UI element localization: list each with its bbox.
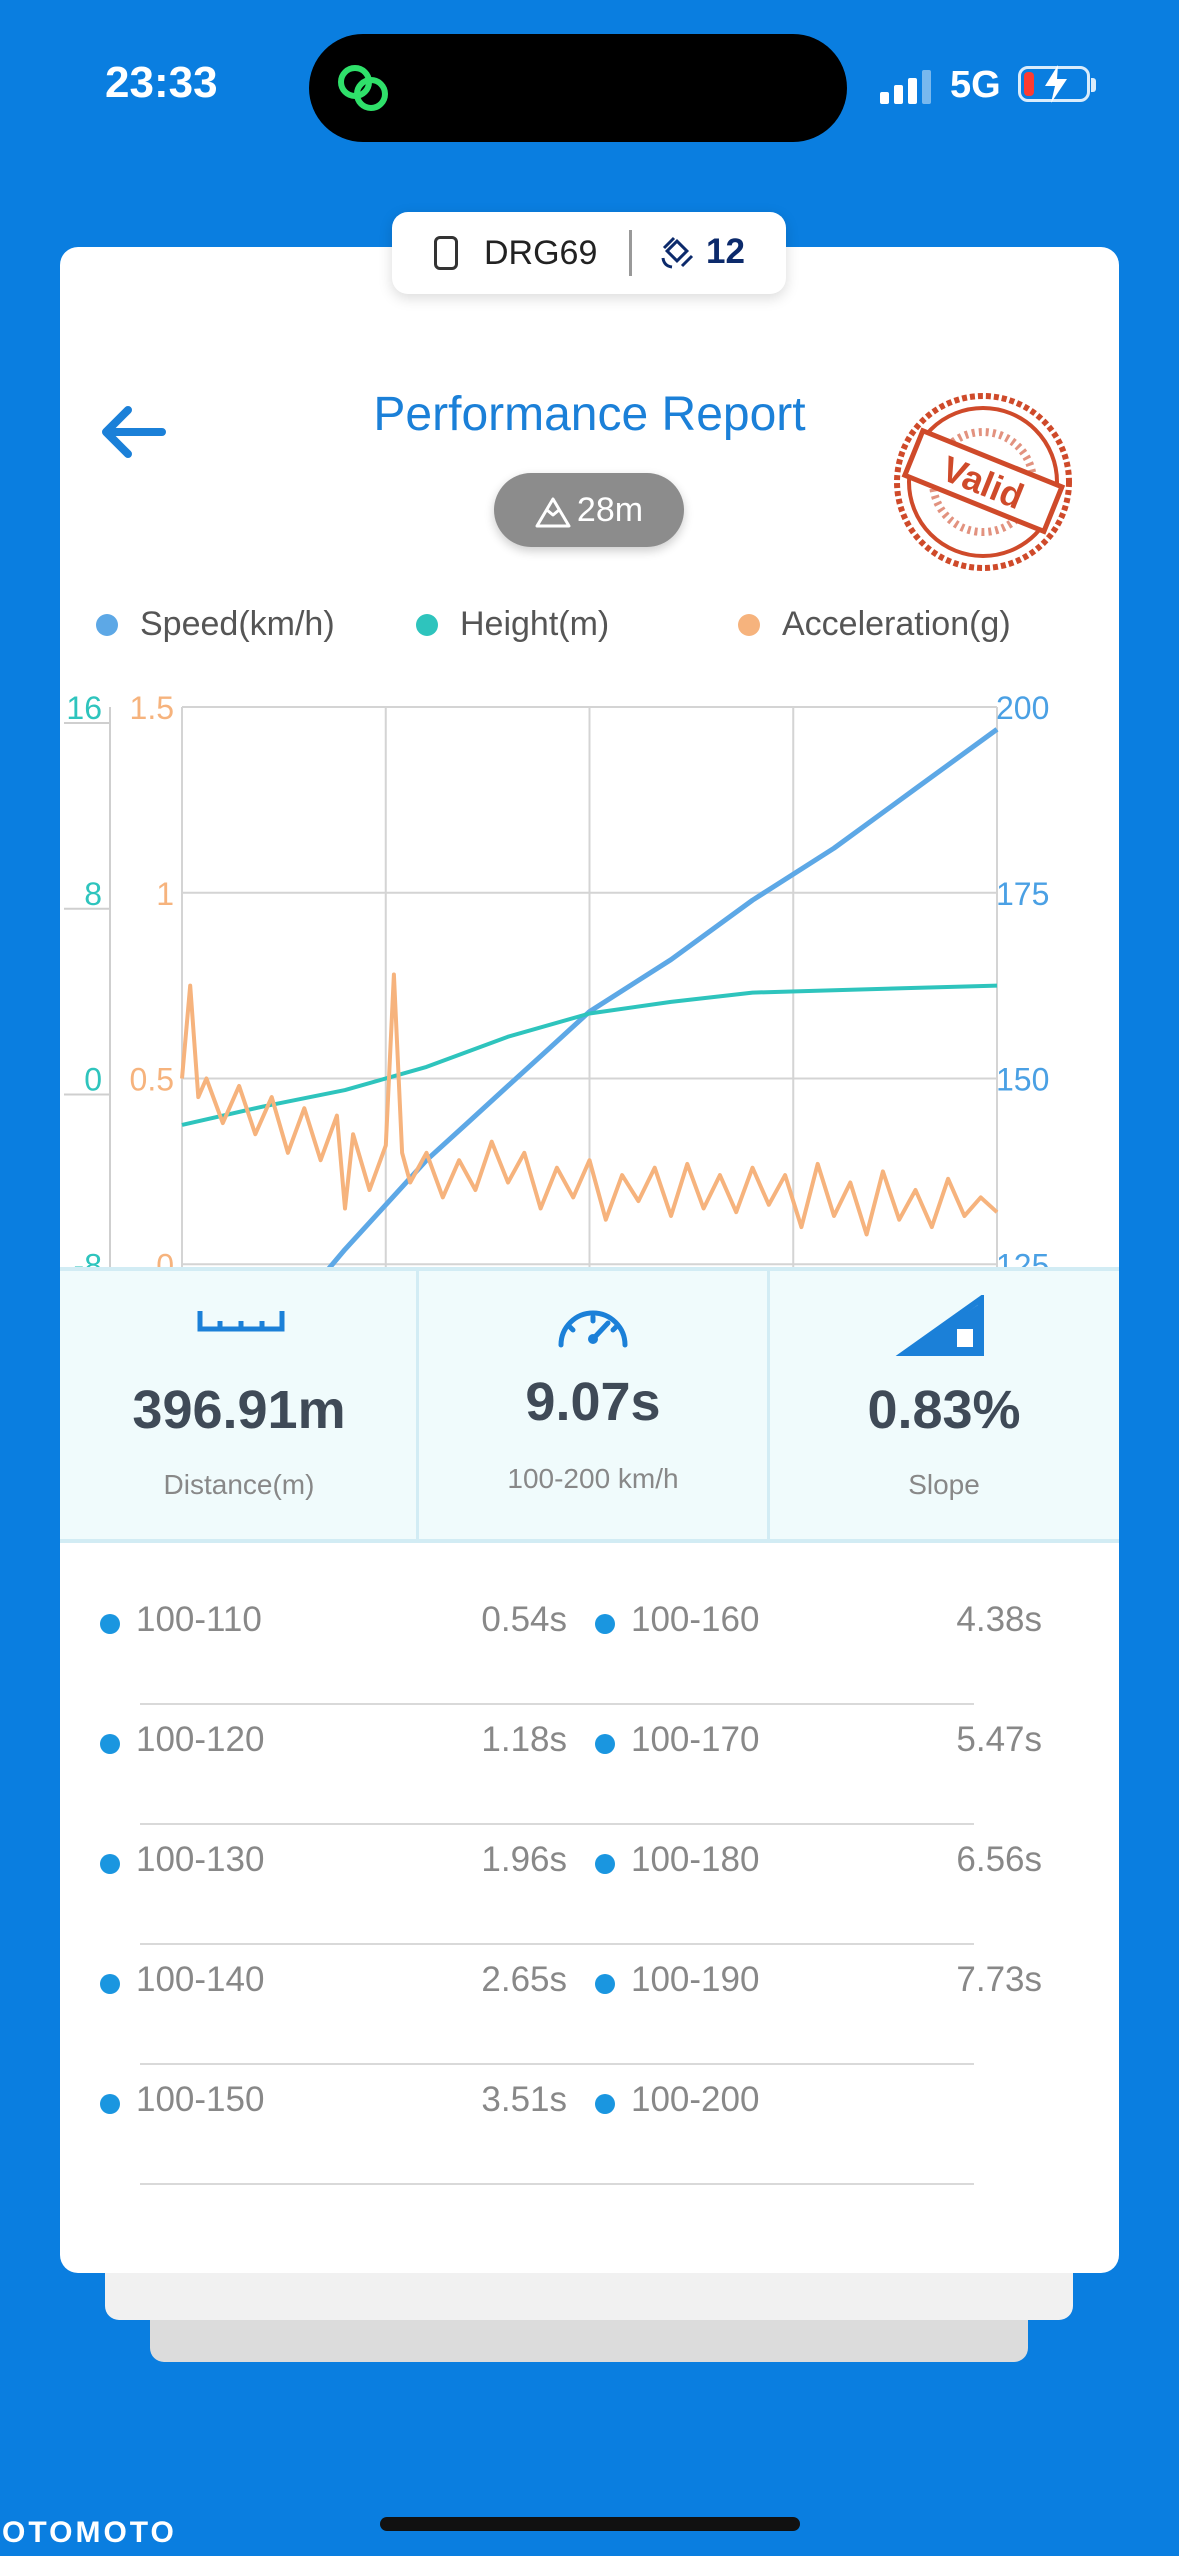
- bullet-dot: [595, 2094, 615, 2114]
- acceleration-tick-label: 0.5: [130, 1062, 174, 1098]
- stat-value: 9.07s: [525, 1372, 661, 1432]
- altitude-value: 28m: [576, 491, 644, 529]
- stat-value: 396.91m: [132, 1380, 346, 1440]
- split-range: 100-180: [631, 1840, 760, 1879]
- split-range: 100-130: [136, 1840, 265, 1879]
- speedometer-icon: [558, 1310, 628, 1348]
- split-time: 0.54s: [481, 1600, 567, 1639]
- series-line-height: [181, 983, 998, 1127]
- legend-height: Height(m): [416, 605, 609, 644]
- signal-icon: [880, 70, 931, 104]
- split-range: 100-150: [136, 2080, 265, 2119]
- split-time: 3.51s: [481, 2080, 567, 2119]
- split-row: 100-150 3.51s: [100, 2080, 567, 2140]
- bullet-dot: [595, 1854, 615, 1874]
- dynamic-island: [309, 34, 847, 142]
- split-row: 100-130 1.96s: [100, 1840, 567, 1900]
- link-app-icon: [338, 65, 388, 111]
- stat-time: 9.07s 100-200 km/h: [418, 1271, 768, 1539]
- split-time: 7.73s: [956, 1960, 1042, 1999]
- speed-tick-label: 200: [996, 690, 1049, 726]
- row-divider: [140, 1703, 974, 1705]
- divider: [629, 230, 632, 276]
- stats-panel: 396.91m Distance(m) 9.07s 100-200 km/h: [60, 1267, 1119, 1543]
- split-time: 1.18s: [481, 1720, 567, 1759]
- back-arrow-icon[interactable]: [90, 392, 174, 472]
- bullet-dot: [595, 1734, 615, 1754]
- network-type: 5G: [950, 64, 1001, 106]
- stat-label: Slope: [908, 1469, 980, 1500]
- satellite-count: 12: [706, 232, 745, 271]
- bullet-dot: [100, 1614, 120, 1634]
- slope-icon: [895, 1295, 984, 1356]
- battery-icon: [1018, 65, 1090, 103]
- row-divider: [140, 1943, 974, 1945]
- report-card: Performance Report 28m Valid Speed(km/h)…: [60, 247, 1119, 2273]
- height-tick-label: 8: [84, 876, 102, 912]
- page-title: Performance Report: [373, 388, 806, 441]
- split-range: 100-120: [136, 1720, 265, 1759]
- split-time: 4.38s: [956, 1600, 1042, 1639]
- otomoto-watermark: OTOMOTO: [2, 2516, 177, 2549]
- stat-distance: 396.91m Distance(m): [60, 1271, 418, 1539]
- bullet-dot: [100, 1974, 120, 1994]
- stat-label: 100-200 km/h: [507, 1463, 679, 1494]
- bullet-dot: [595, 1614, 615, 1634]
- split-row: 100-110 0.54s: [100, 1600, 567, 1660]
- row-divider: [140, 1823, 974, 1825]
- speed-tick-label: 150: [996, 1062, 1049, 1098]
- stat-slope: 0.83% Slope: [769, 1271, 1119, 1539]
- device-chip[interactable]: DRG69 12: [392, 212, 786, 294]
- split-row: 100-120 1.18s: [100, 1720, 567, 1780]
- row-divider: [140, 2063, 974, 2065]
- split-range: 100-200: [631, 2080, 760, 2119]
- phone-icon: [434, 236, 458, 270]
- split-row: 100-200: [595, 2080, 1042, 2140]
- split-range: 100-160: [631, 1600, 760, 1639]
- split-range: 100-140: [136, 1960, 265, 1999]
- status-bar: 23:33 5G: [0, 0, 1179, 180]
- series-line-acceleration: [180, 972, 999, 1237]
- bullet-dot: [100, 1734, 120, 1754]
- split-time: 6.56s: [956, 1840, 1042, 1879]
- split-range: 100-170: [631, 1720, 760, 1759]
- status-time: 23:33: [105, 58, 218, 107]
- series-line-speed: [180, 727, 999, 1452]
- acceleration-tick-label: 1.5: [130, 690, 174, 726]
- altitude-badge: 28m: [494, 473, 684, 547]
- split-range: 100-190: [631, 1960, 760, 1999]
- stat-value: 0.83%: [867, 1380, 1021, 1440]
- mountain-icon: [535, 497, 571, 528]
- split-time: 5.47s: [956, 1720, 1042, 1759]
- bullet-dot: [100, 2094, 120, 2114]
- split-row: 100-170 5.47s: [595, 1720, 1042, 1780]
- valid-stamp: Valid: [894, 393, 1072, 571]
- legend-acceleration: Acceleration(g): [738, 605, 1011, 644]
- legend-speed: Speed(km/h): [96, 605, 335, 644]
- split-row: 100-190 7.73s: [595, 1960, 1042, 2020]
- row-divider: [140, 2183, 974, 2185]
- split-row: 100-160 4.38s: [595, 1600, 1042, 1660]
- speed-tick-label: 175: [996, 876, 1049, 912]
- height-tick-label: 16: [66, 690, 102, 726]
- height-tick-label: 0: [84, 1062, 102, 1098]
- acceleration-tick-label: 1: [156, 876, 174, 912]
- split-time: 1.96s: [481, 1840, 567, 1879]
- split-range: 100-110: [136, 1600, 262, 1639]
- split-row: 100-140 2.65s: [100, 1960, 567, 2020]
- bullet-dot: [100, 1854, 120, 1874]
- split-time: 2.65s: [481, 1960, 567, 1999]
- ruler-icon: [197, 1311, 285, 1332]
- bullet-dot: [595, 1974, 615, 1994]
- satellite-icon: [661, 236, 694, 269]
- home-indicator[interactable]: [380, 2517, 800, 2531]
- stat-label: Distance(m): [163, 1469, 315, 1500]
- split-row: 100-180 6.56s: [595, 1840, 1042, 1900]
- device-name: DRG69: [484, 234, 598, 272]
